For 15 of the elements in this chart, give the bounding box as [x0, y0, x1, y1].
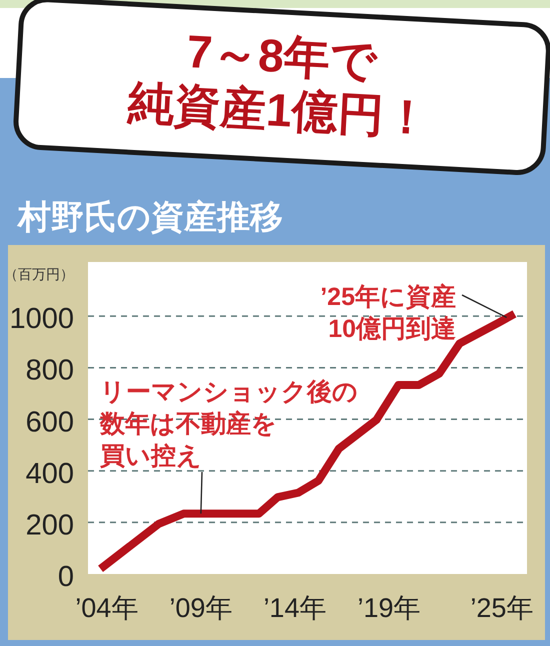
y-axis-title: （百万円） [4, 266, 74, 282]
annotation: ’25年に資産10億円到達 [320, 283, 456, 343]
x-tick-label: ’19年 [358, 593, 421, 623]
y-tick-label: 400 [26, 458, 74, 490]
x-tick-label: ’09年 [169, 593, 232, 623]
y-tick-label: 800 [26, 354, 74, 387]
x-tick-label: ’14年 [263, 593, 326, 623]
chart-subtitle: 村野氏の資産推移 [16, 198, 283, 235]
y-tick-label: 600 [26, 406, 74, 438]
y-tick-label: 1000 [9, 303, 74, 336]
x-tick-label: ’04年 [75, 593, 138, 623]
y-tick-label: 0 [58, 561, 74, 593]
chart-title: 7～8年で純資産1億円！ [126, 25, 431, 144]
x-tick-label: ’25年 [470, 593, 534, 623]
y-tick-label: 200 [26, 509, 74, 542]
